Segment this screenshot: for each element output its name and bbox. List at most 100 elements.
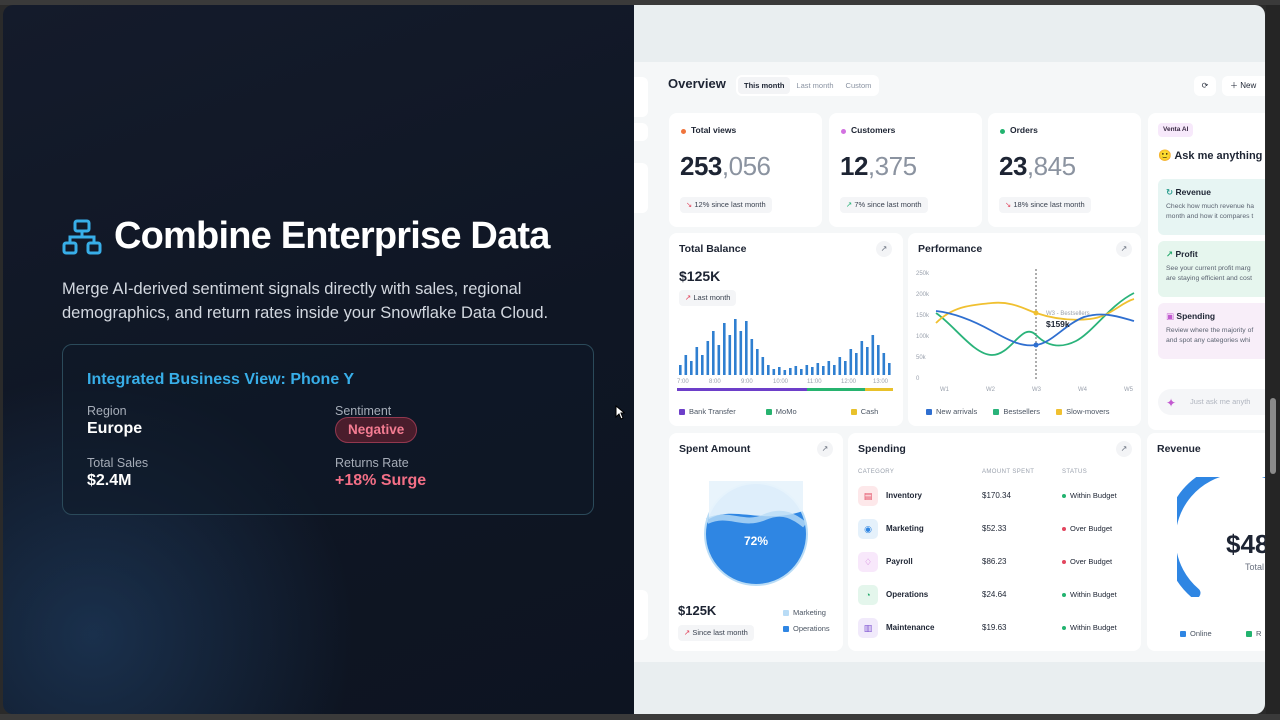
balance-bar (706, 341, 710, 375)
slide-heading: Combine Enterprise Data (62, 215, 550, 258)
balance-bar (838, 357, 842, 375)
ai-suggestion-spending[interactable]: ▣ Spending Review where the majority of … (1158, 303, 1265, 359)
balance-bar (712, 331, 715, 375)
kpi-value-rest: ,845 (1026, 151, 1076, 181)
kpi-value-rest: ,375 (867, 151, 917, 181)
svg-text:7:00: 7:00 (677, 379, 689, 385)
spent-period-text: Since last month (692, 628, 748, 637)
region-value: Europe (87, 420, 143, 437)
tooltip-label: W3 - Bestsellers (1046, 311, 1090, 317)
amount-spent: $52.33 (982, 524, 1007, 533)
legend-label: R (1256, 629, 1262, 638)
refresh-icon[interactable]: ⟳ (1194, 76, 1216, 96)
table-row[interactable]: ◉ Marketing $52.33 Over Budget (858, 519, 1133, 541)
balance-bar (723, 323, 726, 375)
kpi-value: 253,056 (680, 151, 771, 182)
legend-swatch (765, 409, 772, 416)
balance-bar (750, 339, 754, 375)
kpi-trend-text: 18% since last month (1013, 200, 1085, 209)
sentiment-badge: Negative (335, 417, 418, 443)
revenue-widget: Revenue $48 Total R Online R (1147, 433, 1265, 651)
balance-bar (756, 349, 759, 375)
expand-icon[interactable]: ↗ (1116, 441, 1132, 457)
kpi-trend-text: 12% since last month (694, 200, 766, 209)
operations-icon: ◔ (858, 585, 878, 605)
dashboard-title: Overview (668, 76, 726, 91)
tab-custom[interactable]: Custom (845, 81, 872, 90)
business-view-card: Integrated Business View: Phone Y Region… (62, 344, 594, 515)
new-button[interactable]: ＋ New (1222, 76, 1265, 96)
table-row[interactable]: ♢ Payroll $86.23 Over Budget (858, 552, 1133, 574)
spending-widget: Spending ↗ CATEGORY AMOUNT SPENT STATUS … (848, 433, 1141, 651)
kpi-card-orders: Orders 23,845 ↘ 18% since last month (988, 113, 1141, 227)
table-row[interactable]: ◔ Operations $24.64 Within Budget (858, 585, 1133, 607)
slide-subtitle: Merge AI-derived sentiment signals direc… (62, 280, 549, 322)
ai-suggestion-revenue[interactable]: ↻ Revenue Check how much revenue ha mont… (1158, 179, 1265, 235)
balance-bar (734, 319, 737, 375)
trend-down-icon: ↘ (1005, 200, 1014, 209)
wrench-icon: ▥ (858, 618, 878, 638)
balance-bar (871, 335, 875, 375)
box-icon: ▤ (858, 486, 878, 506)
ai-suggestion-profit[interactable]: ↗ Profit See your current profit marg ar… (1158, 241, 1265, 297)
megaphone-icon: ◉ (858, 519, 878, 539)
tab-last-month[interactable]: Last month (796, 81, 834, 90)
amount-spent: $24.64 (982, 590, 1007, 599)
balance-bar (822, 366, 825, 375)
trend-icon: ↗ (684, 628, 693, 637)
legend-swatch (993, 409, 1000, 416)
expand-icon[interactable]: ↗ (817, 441, 833, 457)
status-text: Over Budget (1070, 557, 1113, 566)
balance-bar (728, 335, 732, 375)
performance-line-chart: 250k 200k 150k 100k 50k 0 W1 W2 W3 W4 W5 W3 - Bes… (916, 269, 1135, 393)
revenue-legend-r: R (1246, 629, 1261, 638)
svg-text:12:00: 12:00 (841, 379, 857, 385)
balance-bar (739, 331, 743, 375)
svg-text:W2: W2 (986, 387, 996, 393)
svg-text:0: 0 (916, 376, 920, 382)
balance-bar (684, 355, 688, 375)
status-text: Over Budget (1070, 524, 1113, 533)
amount-spent: $86.23 (982, 557, 1007, 566)
balance-bar (717, 345, 721, 375)
revenue-legend-online: Online (1180, 629, 1212, 638)
kpi-trend: ↘ 12% since last month (680, 197, 772, 213)
legend-label: Online (1190, 629, 1212, 638)
legend-label: Operations (793, 624, 830, 633)
kpi-label: Orders (1010, 125, 1038, 135)
scrollbar-thumb[interactable] (1270, 398, 1276, 474)
ai-suggestion-title: ↻ Revenue (1166, 187, 1265, 198)
amount-spent: $19.63 (982, 623, 1007, 632)
legend-label: MoMo (775, 407, 797, 416)
balance-bar-chart: 7:00 8:00 9:00 10:00 11:00 12:00 13:00 (677, 319, 893, 391)
kpi-value: 23,845 (999, 151, 1076, 182)
expand-icon[interactable]: ↗ (876, 241, 892, 257)
table-row[interactable]: ▤ Inventory $170.34 Within Budget (858, 486, 1133, 508)
legend-label: Bestsellers (1003, 407, 1041, 416)
revenue-gauge (1177, 477, 1265, 597)
balance-bar (811, 367, 814, 375)
performance-widget: Performance ↗ 250k 200k 150k 100k 50k 0 W1 W2 W… (908, 233, 1141, 426)
trend-down-icon: ↘ (686, 200, 695, 209)
trend-up-icon: ↗ (846, 200, 855, 209)
card-title: Integrated Business View: Phone Y (87, 371, 355, 388)
scrollbar-track[interactable] (1266, 5, 1280, 714)
category-name: Operations (886, 590, 929, 599)
total-balance-widget: Total Balance ↗ $125K ↗ Last month 7:00 8… (669, 233, 903, 426)
kpi-value-main: 12 (840, 151, 868, 181)
legend-swatch (783, 610, 789, 617)
balance-legend: Bank Transfer MoMo Cash (679, 407, 878, 416)
sales-value: $2.4M (87, 472, 132, 489)
trend-icon: ↗ (1166, 249, 1176, 259)
svg-text:100k: 100k (916, 334, 930, 340)
table-row[interactable]: ▥ Maintenance $19.63 Within Budget (858, 618, 1133, 640)
expand-icon[interactable]: ↗ (1116, 241, 1132, 257)
tab-this-month[interactable]: This month (738, 77, 791, 94)
balance-bar (783, 370, 787, 375)
balance-bar (877, 345, 880, 375)
ai-input[interactable]: Just ask me anyth (1158, 389, 1265, 415)
spent-gauge: 72% (704, 481, 808, 586)
sidebar-edge (634, 163, 648, 213)
kpi-dot (681, 129, 686, 134)
